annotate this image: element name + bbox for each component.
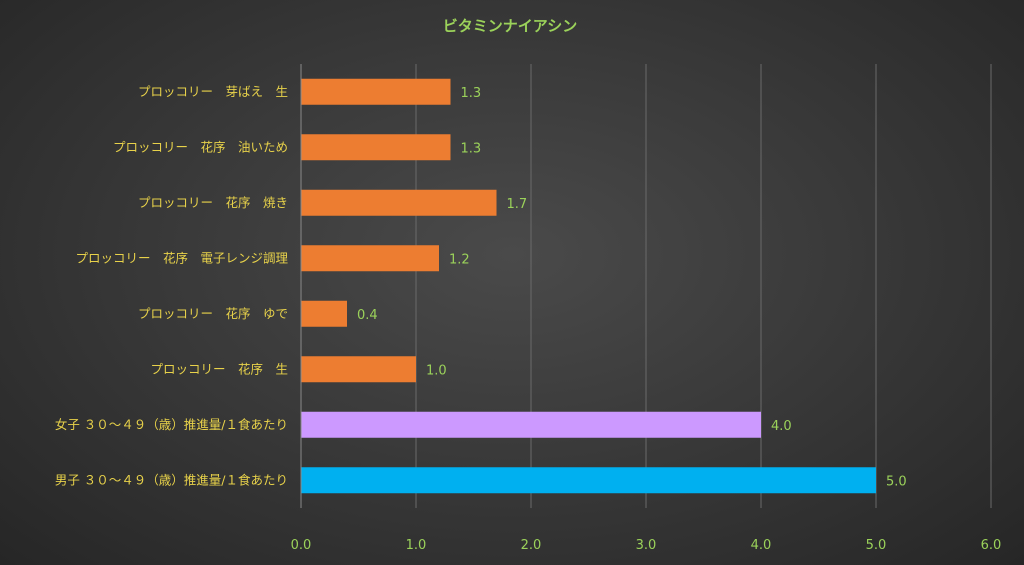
x-tick-label: 6.0	[981, 538, 1002, 553]
chart-title: ビタミンナイアシン	[443, 17, 577, 35]
bars: 1.3 1.3 1.7 1.2 0.4 1.0 4.0 5.0	[301, 78, 907, 494]
bar	[301, 189, 497, 216]
category-label: 男子 ３０～４９（歳）推進量/１食あたり	[55, 472, 288, 487]
bar	[301, 411, 761, 438]
data-label: 1.0	[426, 363, 447, 378]
data-label: 1.3	[461, 86, 482, 101]
bar	[301, 78, 451, 105]
x-tick-label: 3.0	[636, 538, 657, 553]
x-tick-label: 4.0	[751, 538, 772, 553]
gridlines	[415, 64, 992, 508]
data-label: 4.0	[771, 419, 792, 434]
x-tick-label: 5.0	[866, 538, 887, 553]
bar	[301, 134, 451, 161]
data-label: 1.3	[461, 141, 482, 156]
category-label: プロッコリー 花序 電子レンジ調理	[75, 250, 288, 265]
category-label: プロッコリー 花序 油いため	[113, 139, 288, 154]
bar	[301, 356, 416, 383]
bar	[301, 300, 347, 327]
bar	[301, 245, 439, 272]
data-label: 0.4	[357, 308, 378, 323]
data-label: 1.2	[449, 252, 470, 267]
x-tick-label: 0.0	[291, 538, 312, 553]
x-axis: 0.0 1.0 2.0 3.0 4.0 5.0 6.0	[291, 64, 1002, 553]
x-tick-label: 2.0	[521, 538, 542, 553]
x-tick-label: 1.0	[406, 538, 427, 553]
category-label: プロッコリー 花序 生	[150, 361, 288, 376]
bar	[301, 467, 876, 494]
data-label: 5.0	[886, 474, 907, 489]
category-label: プロッコリー 花序 ゆで	[138, 306, 288, 321]
category-label: 女子 ３０～４９（歳）推進量/１食あたり	[55, 417, 288, 432]
data-label: 1.7	[507, 197, 528, 212]
category-label: プロッコリー 花序 焼き	[138, 195, 288, 210]
category-label: プロッコリー 芽ばえ 生	[138, 84, 288, 99]
